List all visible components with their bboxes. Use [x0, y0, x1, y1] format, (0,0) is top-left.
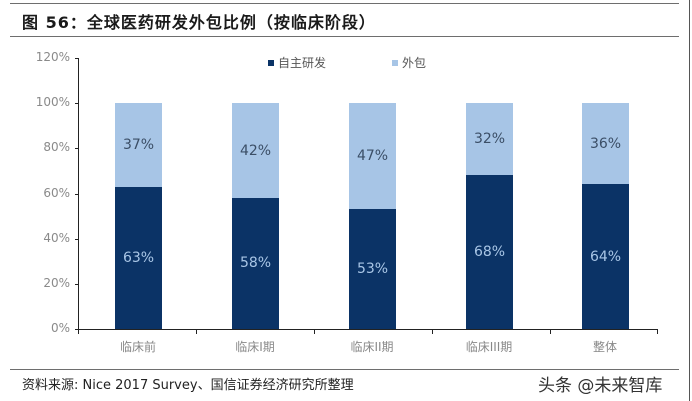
x-category-label: 临床I期	[235, 340, 275, 354]
legend-item-outsourced: 外包	[392, 54, 426, 71]
legend-label-outsourced: 外包	[402, 56, 427, 70]
x-tick-mark	[657, 329, 658, 334]
legend-swatch-in-house	[268, 59, 274, 66]
legend-item-in-house: 自主研发	[268, 54, 326, 71]
bar-3: 32% 68%	[466, 103, 513, 329]
y-tick-mark	[75, 148, 79, 150]
bar-segment-outsourced: 47%	[349, 103, 396, 210]
legend-label-in-house: 自主研发	[278, 56, 327, 70]
y-tick-mark	[75, 193, 79, 195]
bar-segment-outsourced: 32%	[466, 103, 513, 176]
bar-segment-in-house: 53%	[349, 209, 396, 329]
y-tick-label: 20%	[43, 275, 70, 290]
x-category-label: 临床II期	[350, 340, 394, 354]
y-tick-mark	[75, 103, 79, 105]
bar-segment-outsourced: 37%	[115, 103, 162, 187]
legend-swatch-outsourced	[392, 59, 398, 66]
title-rule	[10, 36, 679, 37]
bar-segment-in-house: 64%	[582, 184, 629, 329]
x-category-label: 临床前	[119, 340, 156, 354]
y-tick-label: 40%	[43, 230, 70, 245]
x-category-label: 整体	[592, 340, 617, 354]
bar-segment-outsourced: 42%	[232, 103, 279, 198]
x-tick-mark	[432, 329, 433, 334]
y-tick-label: 120%	[35, 50, 70, 64]
y-tick-label: 100%	[35, 95, 70, 110]
y-tick-mark	[75, 238, 79, 240]
y-tick-mark	[75, 329, 79, 330]
bar-0: 37% 63%	[115, 103, 162, 329]
footer-rule	[10, 369, 679, 370]
x-category-label: 临床III期	[465, 340, 513, 354]
y-tick-mark	[75, 58, 79, 59]
top-rule	[10, 3, 679, 4]
figure-title: 图 56：全球医药研发外包比例（按临床阶段）	[22, 13, 376, 32]
x-axis	[78, 329, 657, 330]
bar-segment-in-house: 58%	[232, 198, 279, 329]
bar-4: 36% 64%	[582, 103, 629, 329]
bar-1: 42% 58%	[232, 103, 279, 329]
y-tick-label: 0%	[50, 321, 70, 335]
x-tick-mark	[78, 329, 79, 334]
y-tick-mark	[75, 283, 79, 285]
bar-2: 47% 53%	[349, 103, 396, 329]
right-border	[689, 0, 690, 401]
watermark: 头条 @未来智库	[538, 376, 663, 396]
bar-segment-outsourced: 36%	[582, 103, 629, 185]
bar-segment-in-house: 63%	[115, 186, 162, 329]
y-tick-label: 60%	[43, 185, 70, 200]
x-tick-mark	[196, 329, 197, 334]
y-axis	[78, 58, 79, 329]
bar-segment-in-house: 68%	[466, 175, 513, 329]
x-tick-mark	[550, 329, 551, 334]
y-tick-label: 80%	[43, 140, 70, 155]
source-note: 资料来源: Nice 2017 Survey、国信证券经济研究所整理	[22, 378, 354, 393]
x-tick-mark	[314, 329, 315, 334]
